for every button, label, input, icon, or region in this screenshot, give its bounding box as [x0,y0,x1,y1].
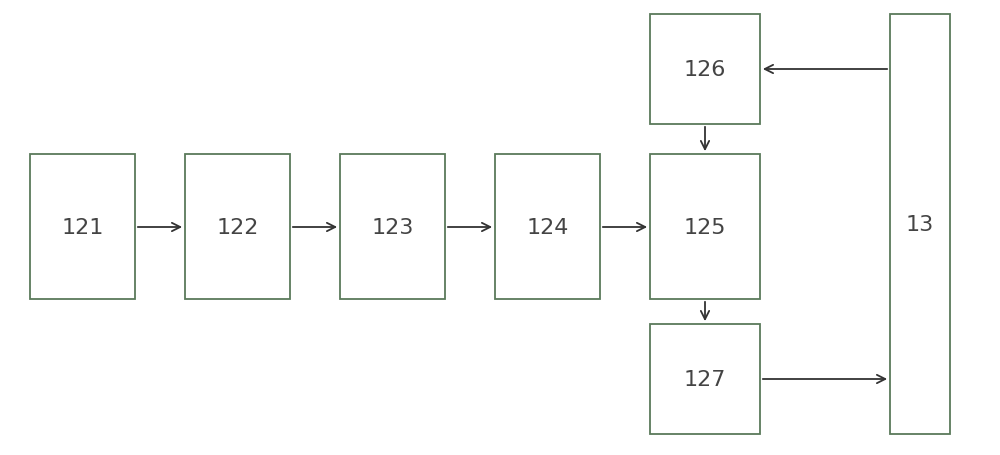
Text: 13: 13 [906,214,934,234]
Text: 125: 125 [684,217,726,237]
Bar [650,15,760,125]
Text: 121: 121 [61,217,104,237]
Text: 122: 122 [216,217,259,237]
Text: 123: 123 [371,217,414,237]
Bar [185,155,290,299]
Text: 126: 126 [684,60,726,80]
Bar [495,155,600,299]
Text: 124: 124 [526,217,569,237]
Bar [890,15,950,434]
Bar [340,155,445,299]
Text: 127: 127 [684,369,726,389]
Bar [30,155,135,299]
Bar [650,324,760,434]
Bar [650,155,760,299]
